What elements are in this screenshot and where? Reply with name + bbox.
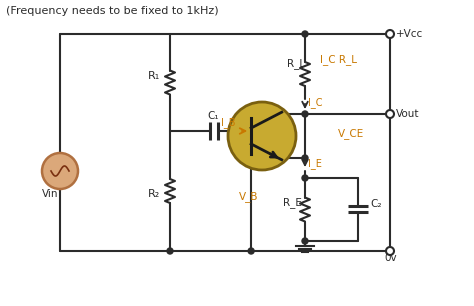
Circle shape bbox=[248, 248, 254, 254]
Circle shape bbox=[386, 30, 394, 38]
Text: I_E: I_E bbox=[308, 158, 322, 169]
Text: V_CE: V_CE bbox=[338, 128, 364, 139]
Text: C₂: C₂ bbox=[370, 199, 382, 209]
Text: Vout: Vout bbox=[396, 109, 419, 119]
Text: R₁: R₁ bbox=[148, 70, 160, 80]
Circle shape bbox=[302, 238, 308, 244]
Text: I_C R_L: I_C R_L bbox=[320, 54, 357, 65]
Text: R_E: R_E bbox=[283, 197, 302, 208]
Text: V_B: V_B bbox=[239, 191, 259, 202]
Text: Vin: Vin bbox=[42, 189, 58, 199]
Circle shape bbox=[228, 102, 296, 170]
Circle shape bbox=[42, 153, 78, 189]
Circle shape bbox=[386, 110, 394, 118]
Text: (Frequency needs to be fixed to 1kHz): (Frequency needs to be fixed to 1kHz) bbox=[6, 6, 219, 16]
Text: +Vcc: +Vcc bbox=[396, 29, 423, 39]
Circle shape bbox=[302, 111, 308, 117]
Text: I_C: I_C bbox=[308, 97, 322, 108]
Circle shape bbox=[167, 248, 173, 254]
Text: R₂: R₂ bbox=[148, 189, 160, 199]
Text: 0v: 0v bbox=[384, 253, 397, 263]
Circle shape bbox=[302, 175, 308, 181]
Circle shape bbox=[386, 247, 394, 255]
Circle shape bbox=[302, 31, 308, 37]
Text: I_B: I_B bbox=[221, 117, 236, 128]
Text: C₁: C₁ bbox=[208, 111, 219, 121]
Text: R_L: R_L bbox=[287, 58, 305, 69]
Circle shape bbox=[302, 155, 308, 161]
